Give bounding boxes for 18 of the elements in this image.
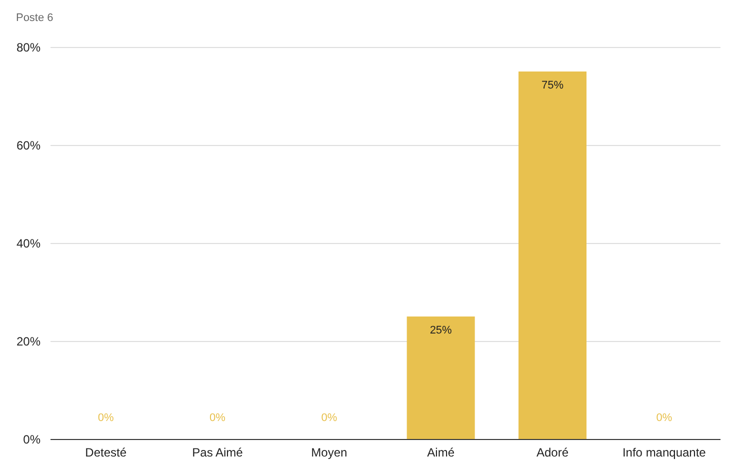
data-label: 25%	[430, 324, 452, 336]
data-label: 0%	[321, 412, 338, 424]
x-tick-label: Adoré	[536, 446, 569, 460]
data-label: 75%	[541, 80, 564, 92]
x-tick-label: Moyen	[311, 446, 348, 460]
data-label: 0%	[656, 412, 672, 424]
data-label: 0%	[210, 412, 226, 424]
x-tick-label: Pas Aimé	[192, 446, 244, 460]
data-label: 0%	[98, 412, 114, 424]
y-tick-label: 80%	[16, 40, 41, 54]
y-tick-label: 40%	[16, 236, 41, 250]
x-tick-label: Aimé	[427, 446, 455, 460]
y-tick-label: 0%	[23, 432, 41, 446]
y-tick-label: 60%	[16, 138, 41, 152]
x-tick-label: Detesté	[85, 446, 127, 460]
y-tick-label: 20%	[16, 334, 41, 348]
x-tick-label: Info manquante	[622, 446, 706, 460]
chart-title: Poste 6	[16, 12, 54, 24]
